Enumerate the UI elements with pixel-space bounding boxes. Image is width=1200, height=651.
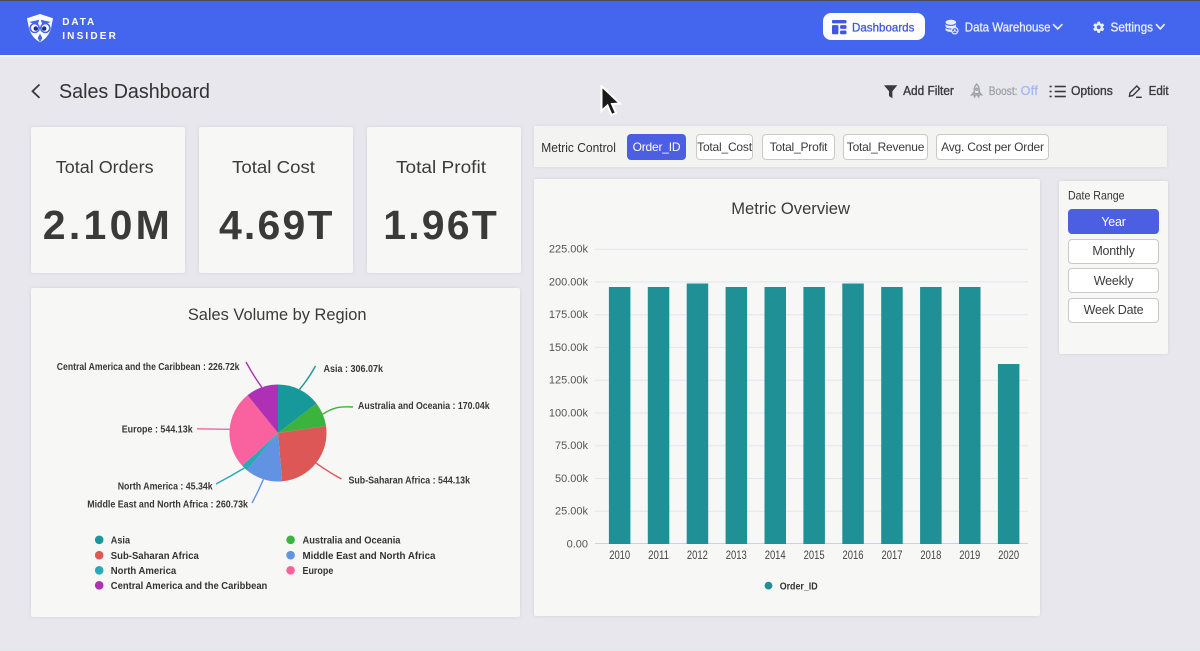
svg-text:Australia and Oceania: Australia and Oceania bbox=[303, 535, 401, 546]
svg-text:1.96T: 1.96T bbox=[383, 202, 497, 248]
svg-text:50.00k: 50.00k bbox=[555, 473, 589, 485]
svg-text:North America : 45.34k: North America : 45.34k bbox=[118, 482, 213, 493]
svg-text:Europe : 544.13k: Europe : 544.13k bbox=[122, 425, 193, 436]
svg-text:Europe: Europe bbox=[303, 566, 334, 577]
svg-text:Boost:: Boost: bbox=[989, 84, 1018, 98]
svg-text:2017: 2017 bbox=[882, 550, 903, 562]
svg-text:Middle East and North Africa: Middle East and North Africa bbox=[303, 551, 436, 562]
svg-text:2.10M: 2.10M bbox=[43, 202, 170, 248]
svg-text:2012: 2012 bbox=[687, 550, 708, 562]
svg-text:Date Range: Date Range bbox=[1068, 189, 1125, 203]
svg-text:Data Warehouse: Data Warehouse bbox=[965, 19, 1051, 34]
svg-text:North America: North America bbox=[111, 566, 177, 577]
svg-text:Sales Dashboard: Sales Dashboard bbox=[59, 81, 210, 103]
svg-text:Options: Options bbox=[1071, 84, 1113, 98]
svg-text:Asia: Asia bbox=[111, 535, 131, 546]
svg-text:2019: 2019 bbox=[959, 550, 980, 562]
svg-text:2020: 2020 bbox=[998, 550, 1019, 562]
svg-text:100.00k: 100.00k bbox=[549, 408, 589, 420]
svg-text:2015: 2015 bbox=[804, 550, 825, 562]
svg-text:Settings: Settings bbox=[1111, 20, 1154, 34]
svg-text:Central America and the Caribb: Central America and the Caribbean : 226.… bbox=[57, 362, 240, 373]
svg-text:75.00k: 75.00k bbox=[555, 440, 589, 452]
svg-text:2018: 2018 bbox=[920, 550, 941, 562]
svg-text:Metric Overview: Metric Overview bbox=[731, 199, 850, 218]
svg-text:Dashboards: Dashboards bbox=[852, 21, 914, 35]
svg-text:125.00k: 125.00k bbox=[549, 375, 589, 387]
svg-text:150.00k: 150.00k bbox=[549, 342, 589, 354]
svg-text:25.00k: 25.00k bbox=[555, 506, 589, 518]
svg-text:Total Cost: Total Cost bbox=[232, 157, 315, 177]
svg-text:Asia : 306.07k: Asia : 306.07k bbox=[324, 364, 384, 375]
svg-text:2010: 2010 bbox=[609, 550, 630, 562]
svg-text:200.00k: 200.00k bbox=[549, 276, 589, 288]
svg-text:2013: 2013 bbox=[726, 550, 747, 562]
svg-text:Sub-Saharan Africa: Sub-Saharan Africa bbox=[111, 551, 199, 562]
svg-text:Metric Control: Metric Control bbox=[541, 140, 616, 155]
svg-text:0.00: 0.00 bbox=[567, 539, 588, 551]
svg-text:DATA: DATA bbox=[62, 17, 94, 28]
svg-text:Australia and Oceania : 170.04: Australia and Oceania : 170.04k bbox=[358, 401, 490, 412]
svg-text:Total Orders: Total Orders bbox=[56, 157, 154, 177]
svg-text:Sub-Saharan Africa : 544.13k: Sub-Saharan Africa : 544.13k bbox=[349, 475, 471, 486]
svg-text:Edit: Edit bbox=[1149, 84, 1169, 98]
svg-text:Total Profit: Total Profit bbox=[396, 157, 486, 177]
svg-text:2011: 2011 bbox=[648, 550, 669, 562]
svg-text:Central America and the Caribb: Central America and the Caribbean bbox=[111, 581, 267, 592]
svg-text:Add Filter: Add Filter bbox=[903, 84, 954, 98]
svg-text:225.00k: 225.00k bbox=[549, 244, 589, 256]
svg-text:2016: 2016 bbox=[843, 550, 864, 562]
svg-text:INSIDER: INSIDER bbox=[62, 31, 116, 42]
svg-text:2014: 2014 bbox=[765, 550, 786, 562]
svg-text:Middle East and North Africa :: Middle East and North Africa : 260.73k bbox=[87, 500, 248, 511]
svg-text:Order_ID: Order_ID bbox=[780, 580, 818, 592]
svg-text:Off: Off bbox=[1021, 84, 1039, 98]
svg-text:175.00k: 175.00k bbox=[549, 309, 589, 321]
svg-text:4.69T: 4.69T bbox=[219, 202, 333, 248]
svg-text:Sales Volume by Region: Sales Volume by Region bbox=[188, 305, 367, 324]
